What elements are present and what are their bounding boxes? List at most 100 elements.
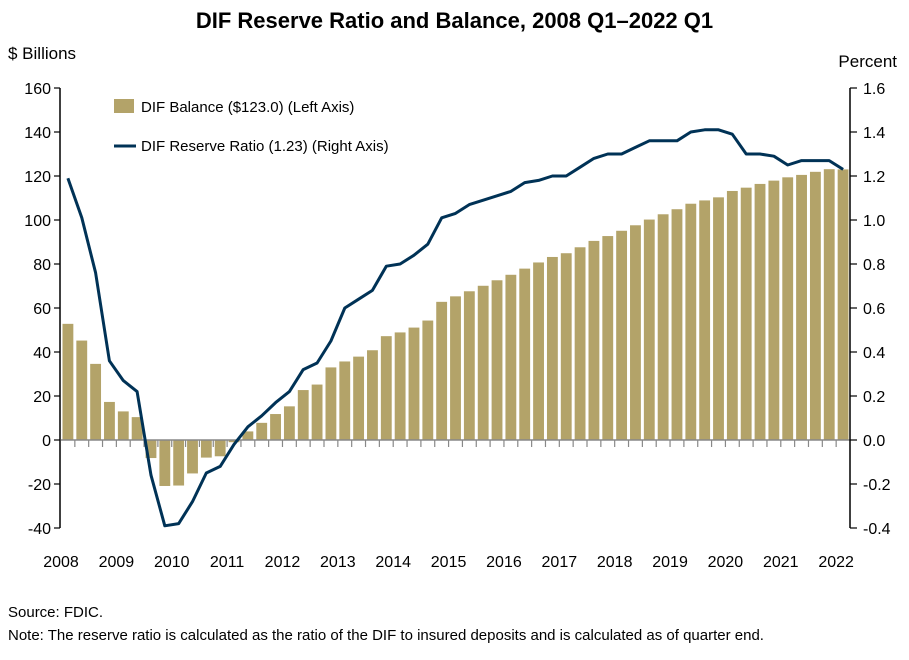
left-y-tick-label: 0 [42, 433, 51, 450]
right-y-tick-label: 1.0 [863, 213, 885, 230]
bar [823, 169, 835, 440]
bar [505, 274, 517, 440]
bar [76, 340, 88, 440]
left-y-tick-label: 140 [24, 125, 51, 142]
bar [297, 390, 309, 440]
x-tick-label: 2021 [763, 554, 799, 571]
legend-label-balance: DIF Balance ($123.0) (Left Axis) [141, 99, 354, 116]
x-tick-label: 2013 [320, 554, 356, 571]
x-tick-label: 2010 [154, 554, 190, 571]
left-y-tick-label: 20 [33, 389, 51, 406]
bar [657, 214, 669, 440]
x-tick-label: 2019 [652, 554, 688, 571]
right-y-tick-label: 0.8 [863, 257, 885, 274]
x-tick-label: 2011 [210, 554, 245, 571]
right-y-tick-label: -0.2 [863, 477, 891, 494]
x-tick-label: 2016 [486, 554, 522, 571]
bar [768, 180, 780, 440]
bar [173, 440, 185, 486]
bar [214, 440, 226, 457]
x-tick-label: 2017 [542, 554, 578, 571]
bar [436, 301, 448, 440]
right-axis-label: Percent [838, 52, 897, 71]
bar [602, 236, 614, 440]
bar [713, 197, 724, 440]
bar [837, 169, 849, 440]
bar [131, 417, 143, 440]
x-tick-label: 2009 [99, 554, 135, 571]
bar [200, 440, 212, 458]
bar [754, 183, 766, 441]
x-tick-label: 2018 [597, 554, 633, 571]
bar [311, 384, 323, 440]
left-y-tick-label: 100 [24, 213, 51, 230]
bar [367, 350, 378, 440]
left-y-tick-label: 40 [33, 345, 51, 362]
bar [809, 171, 821, 440]
bar [145, 440, 157, 459]
bar [90, 363, 102, 440]
left-y-tick-label: 80 [33, 257, 51, 274]
bar [394, 332, 406, 440]
legend-label-ratio: DIF Reserve Ratio (1.23) (Right Axis) [141, 138, 389, 155]
right-y-tick-label: 0.2 [863, 389, 885, 406]
bar [187, 440, 198, 474]
bar [463, 291, 475, 440]
bar [62, 323, 74, 440]
bar [256, 422, 268, 440]
bar [588, 240, 600, 440]
bar [270, 414, 281, 440]
footnote: Note: The reserve ratio is calculated as… [8, 627, 764, 644]
bar [339, 361, 351, 440]
bar [782, 177, 794, 440]
bar [685, 203, 697, 440]
bar [699, 200, 711, 440]
bar [616, 230, 628, 440]
right-y-tick-label: 1.6 [863, 81, 885, 98]
bar [546, 256, 558, 440]
bar [242, 431, 254, 440]
bar [159, 440, 171, 486]
x-tick-label: 2008 [43, 554, 79, 571]
bar [796, 174, 807, 440]
left-y-tick-label: 160 [24, 81, 51, 98]
bar [380, 336, 392, 440]
bar [325, 367, 337, 440]
bar [671, 209, 683, 440]
bar [491, 280, 503, 440]
right-y-tick-label: 0.6 [863, 301, 885, 318]
x-tick-label: 2015 [431, 554, 467, 571]
bar [726, 190, 738, 440]
x-tick-label: 2020 [708, 554, 744, 571]
bar [477, 285, 489, 440]
right-y-tick-label: 0.4 [863, 345, 885, 362]
x-tick-label: 2022 [818, 554, 854, 571]
chart-title: DIF Reserve Ratio and Balance, 2008 Q1–2… [195, 8, 714, 33]
bar [630, 225, 641, 440]
left-y-tick-label: 120 [24, 169, 51, 186]
x-tick-label: 2014 [375, 554, 411, 571]
right-y-tick-label: -0.4 [863, 521, 891, 538]
left-axis-label: $ Billions [8, 44, 77, 63]
bar [353, 356, 365, 440]
bar [104, 401, 115, 440]
left-y-tick-label: -40 [28, 521, 51, 538]
bar [643, 219, 655, 440]
right-y-tick-label: 1.4 [863, 125, 885, 142]
left-y-tick-label: -20 [28, 477, 51, 494]
left-y-tick-label: 60 [33, 301, 51, 318]
bar [519, 268, 531, 440]
legend-swatch-balance [114, 99, 134, 113]
bar [422, 320, 434, 440]
right-y-tick-label: 0.0 [863, 433, 885, 450]
bar [740, 187, 752, 440]
bar [450, 296, 461, 440]
bar [283, 406, 295, 440]
bar [117, 411, 129, 440]
bar [574, 247, 586, 440]
x-tick-label: 2012 [265, 554, 301, 571]
bar [408, 327, 420, 440]
right-y-tick-label: 1.2 [863, 169, 885, 186]
bar [228, 440, 240, 443]
